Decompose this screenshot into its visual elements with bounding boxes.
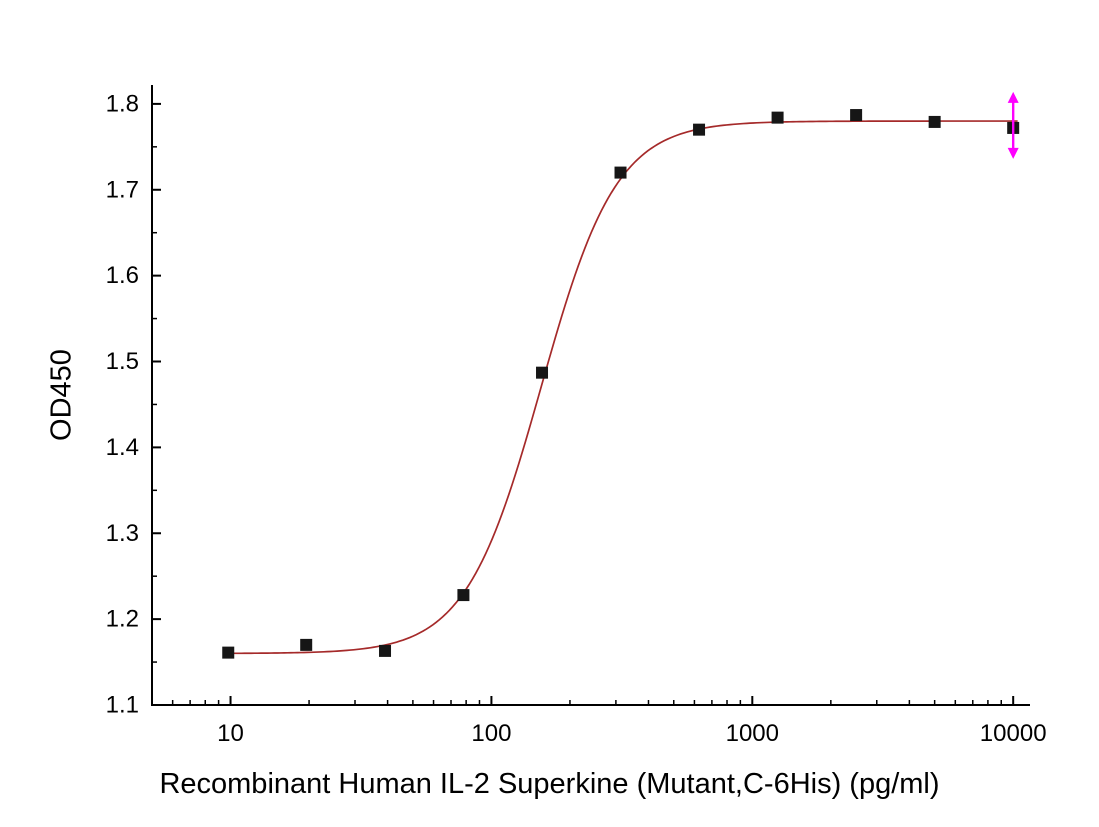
x-tick-label: 10000: [980, 720, 1047, 747]
error-arrow-head-up: [1007, 91, 1019, 103]
error-arrow-head-down: [1007, 147, 1019, 159]
y-tick-label: 1.7: [106, 176, 139, 203]
y-tick-label: 1.2: [106, 606, 139, 633]
data-point-marker: [771, 111, 784, 124]
x-tick-label: 100: [471, 720, 511, 747]
x-tick-label: 1000: [726, 720, 779, 747]
data-point-marker: [693, 123, 706, 136]
x-axis-title: Recombinant Human IL-2 Superkine (Mutant…: [159, 768, 940, 800]
y-tick-label: 1.4: [106, 434, 139, 461]
y-axis-title: OD450: [45, 349, 78, 441]
y-tick-label: 1.3: [106, 520, 139, 547]
data-point-marker: [379, 644, 392, 657]
fit-curve: [224, 120, 1018, 655]
data-point-marker: [850, 109, 863, 122]
y-tick-label: 1.5: [106, 348, 139, 375]
data-point-marker: [457, 589, 470, 602]
y-tick-label: 1.6: [106, 262, 139, 289]
data-point-marker: [536, 366, 549, 379]
x-tick-label: 10: [217, 720, 244, 747]
data-point-marker: [222, 646, 235, 659]
data-point-marker: [928, 115, 941, 128]
data-point-marker: [300, 638, 313, 651]
y-tick-label: 1.8: [106, 90, 139, 117]
y-tick-label: 1.1: [106, 692, 139, 719]
data-point-marker: [614, 166, 627, 179]
